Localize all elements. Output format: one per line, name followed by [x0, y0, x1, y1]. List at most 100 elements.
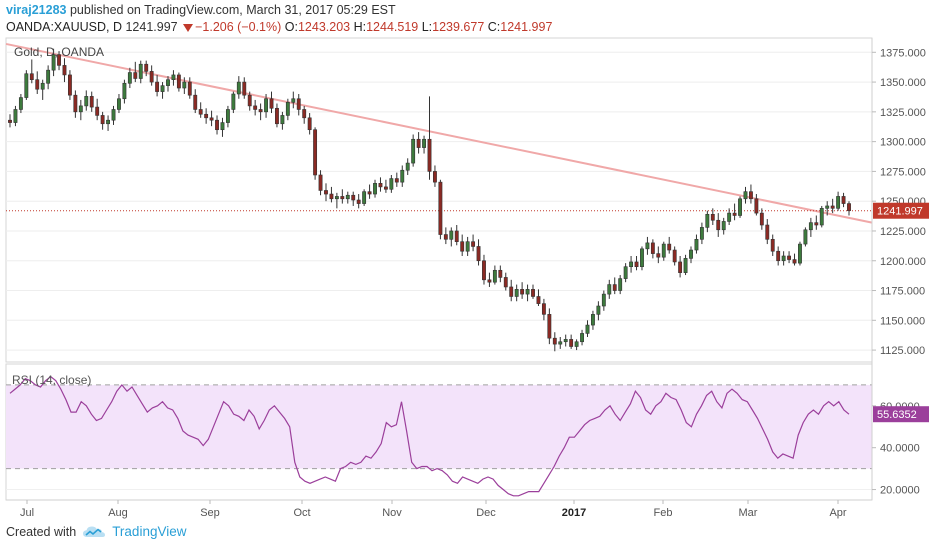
- candle-body: [149, 71, 154, 83]
- candle-body: [547, 314, 552, 339]
- candle-body: [329, 193, 334, 200]
- last-price: 1241.997: [125, 20, 178, 34]
- candle-body: [220, 122, 225, 131]
- candle-body: [187, 81, 192, 96]
- candle-body: [57, 54, 61, 66]
- candle-body: [258, 109, 263, 113]
- open-value: 1243.203: [297, 20, 351, 34]
- tradingview-brand[interactable]: TradingView: [112, 524, 187, 539]
- candle-body: [160, 85, 165, 92]
- candle-body: [836, 196, 841, 209]
- candle-body: [443, 234, 448, 240]
- candle-body: [623, 266, 628, 279]
- candle-body: [798, 243, 802, 264]
- candle-body: [487, 279, 492, 283]
- candle-body: [433, 171, 437, 183]
- candles: [8, 48, 851, 352]
- candle-body: [738, 198, 742, 216]
- candle-body: [765, 224, 770, 240]
- symbol-label: OANDA:XAUUSD, D: [6, 20, 122, 34]
- candle-body: [225, 109, 230, 123]
- candle-body: [552, 337, 557, 345]
- candle-body: [144, 63, 149, 72]
- candle-body: [356, 199, 361, 204]
- high-value: 1244.519: [366, 20, 419, 34]
- candle-body: [596, 305, 601, 315]
- candle-body: [209, 117, 214, 121]
- candle-body: [100, 115, 105, 125]
- chart-svg[interactable]: Gold, D, OANDA RSI (14, close) 1375.0001…: [0, 0, 932, 520]
- candle-body: [656, 253, 661, 258]
- candle-body: [732, 212, 737, 216]
- candle-body: [563, 339, 568, 343]
- candle-body: [155, 81, 160, 92]
- candle-body: [324, 190, 328, 195]
- price-pane-title: Gold, D, OANDA: [14, 45, 104, 59]
- candle-body: [678, 261, 683, 273]
- candle-body: [471, 241, 476, 247]
- candle-body: [749, 191, 753, 200]
- candle-body: [492, 269, 497, 283]
- price-tick-label: 1325.000: [880, 107, 926, 119]
- candle-body: [645, 242, 650, 250]
- time-tick-label: Sep: [200, 507, 220, 519]
- candle-body: [683, 258, 688, 273]
- publish-line: viraj21283 published on TradingView.com,…: [6, 2, 906, 19]
- candle-body: [629, 261, 634, 268]
- candle-body: [661, 243, 666, 258]
- candle-body: [345, 194, 350, 200]
- candle-body: [634, 261, 639, 268]
- candle-body: [841, 196, 846, 204]
- candle-body: [509, 286, 514, 297]
- candle-body: [689, 249, 693, 259]
- candle-body: [204, 113, 209, 119]
- candle-body: [476, 246, 481, 262]
- candle-body: [95, 106, 100, 116]
- candle-body: [754, 198, 759, 214]
- candle-body: [759, 212, 764, 226]
- candle-body: [313, 129, 318, 176]
- candle-body: [89, 96, 94, 108]
- footer: Created with TradingView: [6, 524, 186, 539]
- candle-body: [569, 339, 574, 347]
- candle-body: [416, 138, 421, 148]
- time-tick-label: Apr: [829, 507, 846, 519]
- low-value: 1239.677: [432, 20, 485, 34]
- author-link[interactable]: viraj21283: [6, 3, 67, 17]
- candle-body: [182, 81, 187, 89]
- candle-body: [705, 213, 710, 228]
- time-tick-label: Aug: [108, 507, 128, 519]
- price-tick-label: 1225.000: [880, 226, 926, 238]
- candle-body: [389, 178, 394, 190]
- candle-body: [122, 82, 127, 100]
- time-axis-ticks: Jul Aug Sep Oct Nov Dec 2017 Feb Mar Apr: [20, 500, 847, 519]
- candle-body: [29, 73, 34, 80]
- candle-body: [618, 278, 623, 291]
- last-price-badge-text: 1241.997: [877, 206, 923, 218]
- candle-body: [111, 109, 116, 121]
- candle-body: [667, 243, 672, 251]
- candle-body: [650, 242, 655, 254]
- candle-body: [787, 255, 792, 260]
- candle-body: [362, 191, 367, 204]
- candle-body: [318, 174, 323, 191]
- candle-body: [405, 162, 410, 171]
- candle-body: [525, 289, 530, 295]
- candle-body: [117, 98, 121, 110]
- candle-body: [51, 54, 56, 71]
- candle-body: [198, 109, 203, 115]
- candle-body: [242, 81, 247, 96]
- candle-body: [503, 277, 508, 288]
- candle-body: [585, 324, 590, 334]
- candle-body: [302, 109, 307, 119]
- candle-body: [62, 65, 67, 76]
- candle-body: [520, 289, 525, 295]
- rsi-band: [6, 384, 872, 469]
- candle-body: [710, 213, 715, 221]
- candle-body: [482, 260, 486, 281]
- candle-body: [247, 94, 252, 107]
- candle-body: [776, 250, 781, 262]
- candle-body: [465, 241, 470, 252]
- candle-body: [531, 289, 535, 297]
- price-tick-label: 1200.000: [880, 256, 926, 268]
